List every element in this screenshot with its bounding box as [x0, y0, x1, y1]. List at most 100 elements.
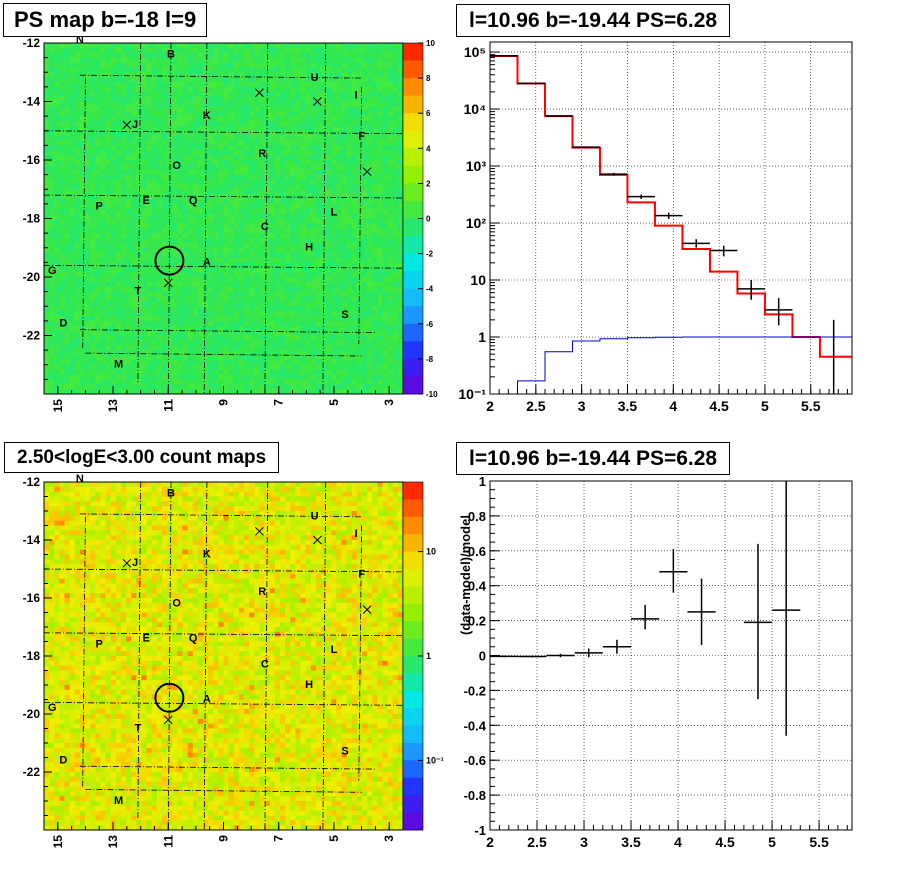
count-map-colorbar-cell [403, 499, 423, 518]
ps-map-source-cross [255, 88, 264, 98]
ps-map-xtick-label: 15 [51, 399, 65, 413]
residual-ytick-label: 0.4 [468, 579, 487, 594]
ps-map-colorbar-cell [403, 376, 423, 395]
title-residuals: l=10.96 b=-19.44 PS=6.28 [456, 442, 731, 475]
ps-map-region-label: O [172, 160, 181, 172]
count-map-roi-grid [43, 481, 404, 831]
count-map-colorbar-cell [403, 569, 423, 587]
ps-map-colorbar-cell [403, 78, 423, 97]
count-map-xtick-label: 3 [382, 835, 396, 842]
spectrum-model-line [490, 55, 852, 358]
ps-map-colorbar-label: 0 [426, 215, 431, 224]
count-map-region-label: J [132, 557, 138, 569]
ps-map-source-cross [313, 97, 322, 106]
count-map-region-label: I [355, 528, 358, 540]
ps-map-ytick-label: -20 [23, 270, 41, 284]
count-map-colorbar-label: 1 [426, 651, 431, 661]
ps-map-region-label: E [143, 195, 150, 207]
spectrum-xtick-label: 2 [486, 398, 494, 414]
ps-map-roi-grid [43, 42, 404, 395]
ps-map-colorbar-cell [403, 218, 423, 237]
ps-map-ytick-label: -18 [23, 212, 41, 226]
count-map-region-label: G [48, 702, 57, 714]
residual-xtick-label: 5.5 [809, 834, 829, 850]
count-map-region-label: R [258, 586, 266, 598]
ps-map-colorbar-cell [403, 341, 423, 360]
count-map-region-label: M [114, 795, 123, 807]
ps-map-colorbar-cell [403, 113, 423, 132]
spectrum-ytick-label: 10⁴ [464, 101, 487, 117]
count-map-colorbar-label: 10 [426, 547, 436, 557]
ps-map-region-label: U [311, 72, 319, 84]
ps-map-colorbar-cell [403, 183, 423, 202]
ps-map-region-label: R [258, 148, 266, 160]
count-map-source-cross [313, 535, 322, 545]
ps-map-colorbar-label: 6 [426, 109, 431, 118]
ps-map-colorbar-label: 2 [426, 179, 431, 188]
ps-map-heatmap [44, 43, 404, 395]
ps-map-xtick-label: 7 [272, 399, 286, 406]
ps-map-source-cross [122, 120, 132, 130]
count-map-colorbar-cell [403, 760, 423, 779]
count-map-region-label: L [331, 644, 338, 656]
count-map-region-label: C [261, 659, 269, 671]
ps-map-region-label: H [305, 242, 313, 254]
count-map-colorbar-cell [403, 725, 423, 744]
ps-map-source-cross [163, 278, 173, 288]
count-map-colorbar-cell [403, 621, 423, 639]
count-map-heatmap [44, 482, 404, 831]
residual-ytick-label: -0.2 [464, 683, 486, 698]
count-map-colorbar-cell [403, 603, 423, 622]
count-map-ytick-label: -12 [23, 475, 41, 489]
ps-map-colorbar-cell [403, 43, 423, 61]
spectrum-ytick-label: 10⁻¹ [458, 386, 486, 402]
ps-map-xtick-label: 5 [327, 399, 341, 406]
ps-map-colorbar-label: 8 [426, 74, 431, 83]
ps-map-region-label: C [261, 221, 269, 233]
count-map-region-label: U [311, 511, 319, 523]
ps-map-colorbar-cell [403, 358, 423, 377]
spectrum-xtick-label: 2.5 [526, 398, 546, 414]
count-map-region-label: T [135, 722, 142, 734]
count-map-region-label: P [96, 638, 103, 650]
ps-map-colorbar-cell [403, 306, 423, 325]
count-map-source-cross [163, 715, 173, 725]
ps-map-colorbar-cell [403, 130, 423, 149]
count-map-colorbar-cell [403, 795, 423, 813]
spectrum-xtick-label: 5 [761, 398, 769, 414]
count-map-colorbar-cell [403, 586, 423, 605]
count-map-ytick-label: -14 [23, 533, 41, 547]
spectrum-ytick-label: 1 [478, 329, 486, 345]
ps-map-colorbar-cell [403, 323, 423, 342]
count-map-colorbar-label: 10⁻¹ [426, 755, 444, 765]
spectrum-xtick-label: 5.5 [801, 398, 821, 414]
residual-xtick-label: 3.5 [621, 834, 641, 850]
count-map-colorbar-cell [403, 743, 423, 761]
ps-map-source-cross [362, 167, 372, 177]
count-map-colorbar-cell [403, 534, 423, 552]
count-map-region-label: N [76, 473, 84, 485]
spectrum-ytick-label: 10² [466, 215, 487, 231]
title-ps-map: PS map b=-18 l=9 [3, 3, 208, 37]
count-map-region-label: S [341, 746, 348, 758]
ps-map-colorbar-label: -8 [426, 355, 434, 364]
count-map-region-label: O [172, 598, 181, 610]
ps-map-colorbar-cell [403, 165, 423, 184]
count-map-colorbar-cell [403, 690, 423, 709]
count-map-xtick-label: 9 [217, 835, 231, 842]
count-map-colorbar-cell [403, 482, 423, 500]
count-map-xtick-label: 15 [51, 835, 65, 849]
ps-map-colorbar-label: -2 [426, 250, 434, 259]
count-map-source-cross [122, 558, 132, 568]
ps-map-region-label: S [341, 309, 348, 321]
count-map-region-label: H [305, 679, 313, 691]
count-map-ps-circle [154, 682, 185, 713]
ps-map-colorbar-cell [403, 288, 423, 307]
ps-map-region-label: I [355, 90, 358, 102]
count-map-region-label: F [358, 569, 365, 581]
count-map-region-label: D [59, 754, 67, 766]
residual-xtick-label: 2 [486, 834, 494, 850]
spectrum-ytick-label: 10³ [466, 158, 487, 174]
ps-map-region-label: K [203, 110, 211, 122]
count-map-colorbar-cell [403, 777, 423, 796]
